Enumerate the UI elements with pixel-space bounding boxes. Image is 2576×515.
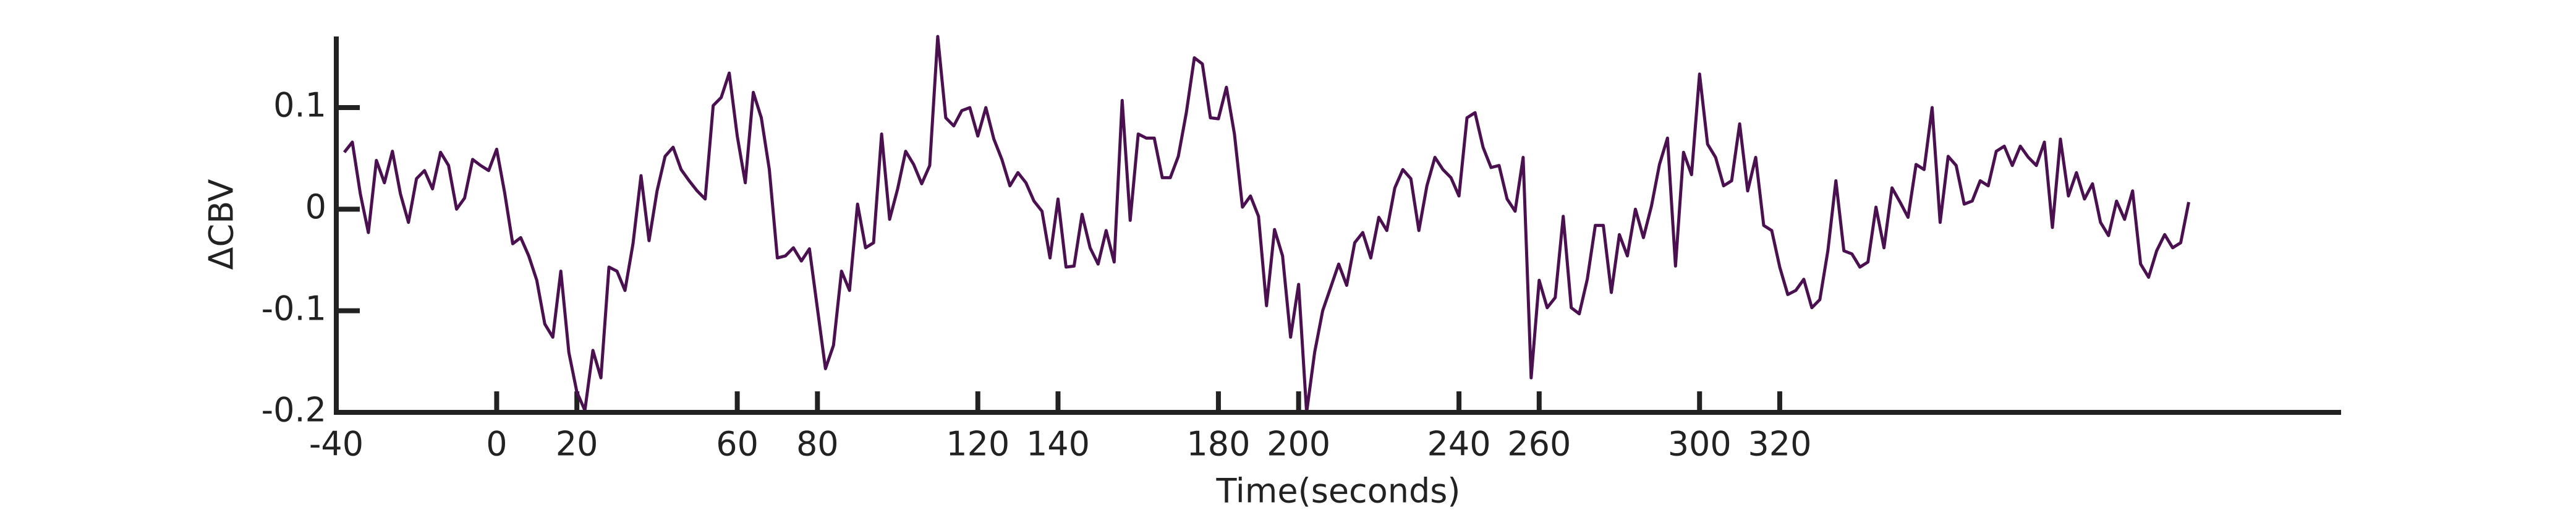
x-tick-label: 180: [1186, 425, 1250, 464]
y-tick-label: 0.1: [273, 86, 326, 125]
x-tick-label: 240: [1427, 425, 1491, 464]
y-tick-label: 0: [305, 187, 326, 226]
x-tick-label: 320: [1748, 425, 1811, 464]
x-tick-label: 0: [486, 425, 507, 464]
x-tick-label: 200: [1267, 425, 1330, 464]
y-tick-label: -0.1: [261, 289, 326, 328]
x-tick-label: 140: [1026, 425, 1090, 464]
y-tick-label: -0.2: [261, 391, 326, 430]
x-axis-label: Time(seconds): [1215, 472, 1460, 511]
x-tick-label: 20: [556, 425, 598, 464]
x-tick-label: 80: [796, 425, 839, 464]
x-tick-label: 260: [1507, 425, 1571, 464]
x-tick-label: -40: [309, 425, 363, 464]
x-tick-label: 120: [946, 425, 1010, 464]
y-axis-label: ΔCBV: [202, 179, 241, 270]
data-line: [343, 35, 2190, 414]
x-tick-label: 300: [1668, 425, 1732, 464]
x-tick-label: 60: [716, 425, 759, 464]
